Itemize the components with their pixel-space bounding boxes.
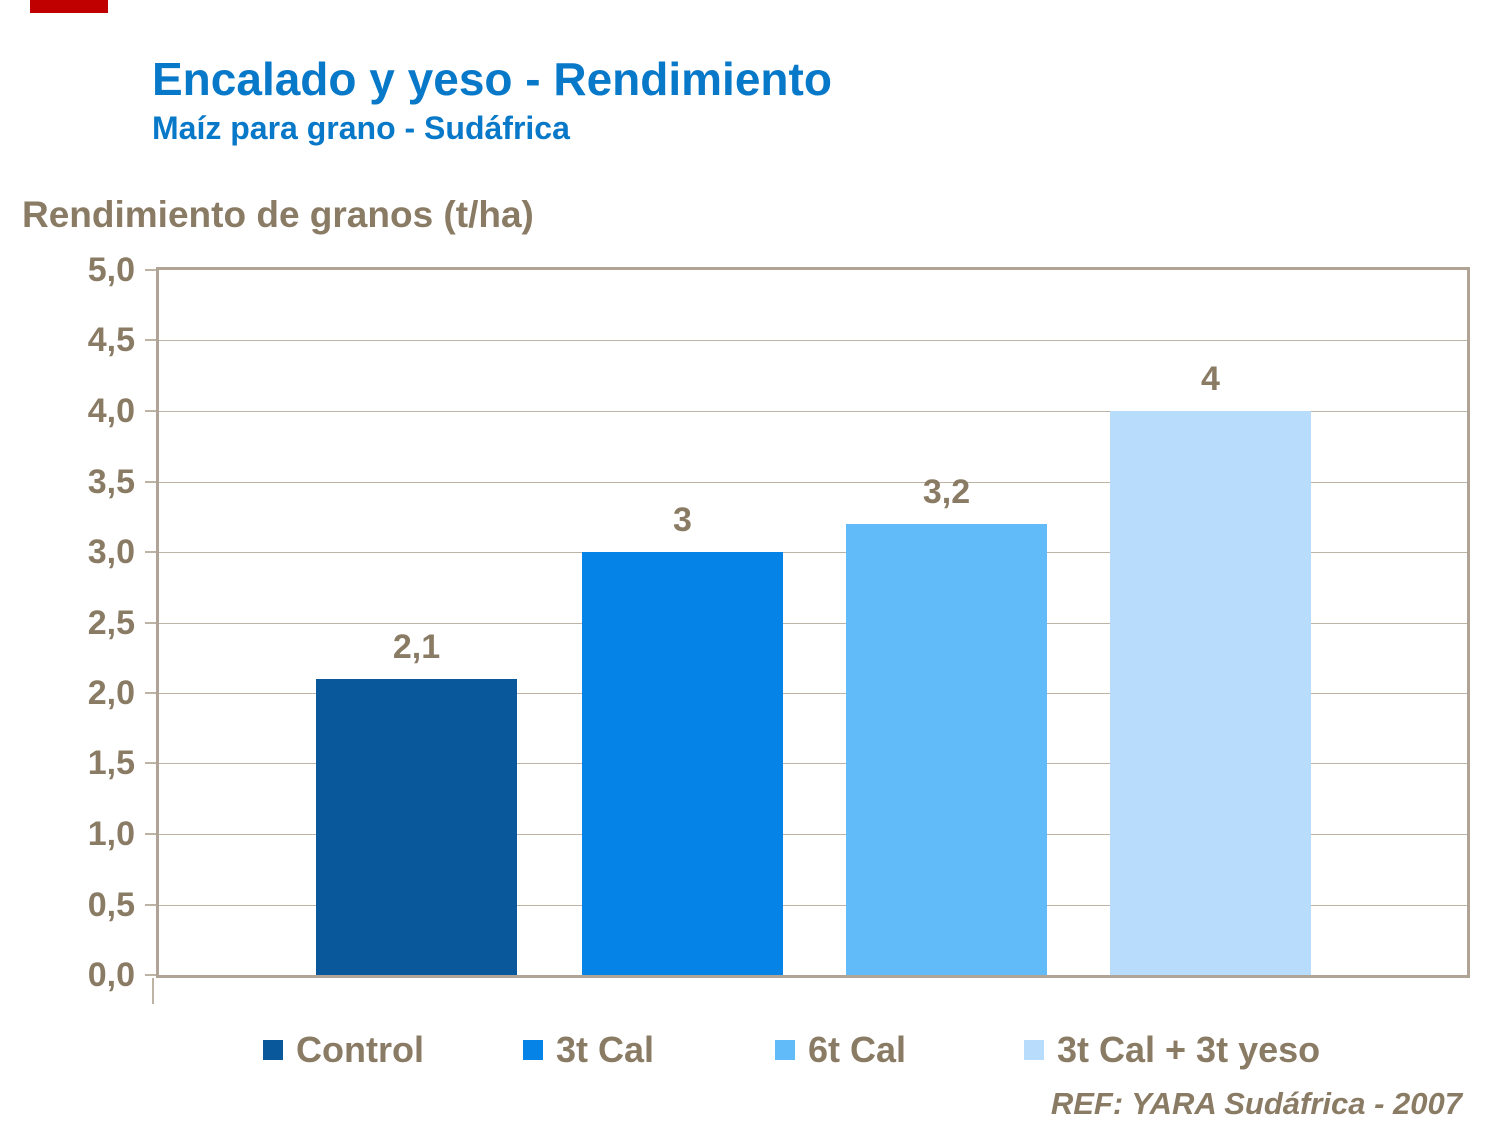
gridline-2,5 — [159, 623, 1467, 624]
legend-swatch-Control — [263, 1040, 283, 1060]
y-tick-label-0,0: 0,0 — [87, 956, 135, 994]
bar-3t Cal — [582, 552, 783, 975]
gridline-1,0 — [159, 834, 1467, 835]
gridline-3,5 — [159, 482, 1467, 483]
y-tick-mark-0,0 — [145, 974, 156, 976]
gridline-0,5 — [159, 905, 1467, 906]
x-axis-corner-tick — [152, 978, 154, 1004]
y-tick-label-2,0: 2,0 — [87, 674, 135, 712]
bar-3t Cal + 3t yeso — [1110, 411, 1311, 975]
gridline-3,0 — [159, 552, 1467, 553]
y-tick-mark-2,5 — [145, 622, 156, 624]
y-tick-label-4,0: 4,0 — [87, 392, 135, 430]
y-tick-label-1,0: 1,0 — [87, 815, 135, 853]
legend-label-3t Cal: 3t Cal — [556, 1029, 655, 1070]
y-tick-mark-2,0 — [145, 692, 156, 694]
y-tick-mark-0,5 — [145, 904, 156, 906]
legend-swatch-3t Cal — [523, 1040, 543, 1060]
gridline-2,0 — [159, 693, 1467, 694]
y-tick-mark-1,0 — [145, 833, 156, 835]
bar-6t Cal — [846, 524, 1047, 975]
slide-subtitle: Maíz para grano - Sudáfrica — [152, 110, 570, 146]
red-accent-bar — [30, 0, 108, 13]
y-axis-title: Rendimiento de granos (t/ha) — [22, 194, 534, 235]
y-tick-mark-3,0 — [145, 551, 156, 553]
y-tick-mark-3,5 — [145, 481, 156, 483]
legend-item-3t Cal: 3t Cal — [523, 1028, 654, 1072]
slide-title: Encalado y yeso - Rendimiento — [152, 53, 832, 105]
legend-label-6t Cal: 6t Cal — [808, 1029, 907, 1070]
legend-item-3t Cal + 3t yeso: 3t Cal + 3t yeso — [1024, 1028, 1320, 1072]
bar-value-label-Control: 2,1 — [392, 628, 441, 666]
legend-item-Control: Control — [263, 1028, 424, 1072]
y-tick-label-2,5: 2,5 — [87, 604, 135, 642]
y-tick-mark-5,0 — [145, 269, 156, 271]
y-tick-mark-4,5 — [145, 339, 156, 341]
y-axis: 0,0 0,5 1,0 1,5 2,0 2,5 3,0 3,5 4,0 4,5 5,0 — [0, 253, 156, 992]
y-tick-label-4,5: 4,5 — [87, 321, 135, 359]
gridline-4,5 — [159, 340, 1467, 341]
legend-label-Control: Control — [296, 1029, 424, 1070]
y-tick-mark-4,0 — [145, 410, 156, 412]
legend-label-3t Cal + 3t yeso: 3t Cal + 3t yeso — [1057, 1029, 1321, 1070]
y-tick-label-1,5: 1,5 — [87, 744, 135, 782]
gridline-1,5 — [159, 763, 1467, 764]
y-tick-label-5,0: 5,0 — [87, 251, 135, 289]
bar-value-label-3t Cal: 3 — [673, 501, 692, 539]
plot-area: 2,1 3 3,2 4 — [156, 267, 1470, 978]
y-tick-label-0,5: 0,5 — [87, 886, 135, 924]
bar-value-label-6t Cal: 3,2 — [922, 473, 971, 511]
legend-swatch-6t Cal — [775, 1040, 795, 1060]
legend-item-6t Cal: 6t Cal — [775, 1028, 906, 1072]
bar-value-label-3t Cal + 3t yeso: 4 — [1201, 360, 1220, 398]
legend-swatch-3t Cal + 3t yeso — [1024, 1040, 1044, 1060]
y-tick-label-3,0: 3,0 — [87, 533, 135, 571]
reference-text: REF: YARA Sudáfrica - 2007 — [1050, 1086, 1462, 1121]
y-tick-label-3,5: 3,5 — [87, 463, 135, 501]
bar-Control — [316, 679, 517, 975]
gridline-4,0 — [159, 411, 1467, 412]
y-tick-mark-1,5 — [145, 762, 156, 764]
